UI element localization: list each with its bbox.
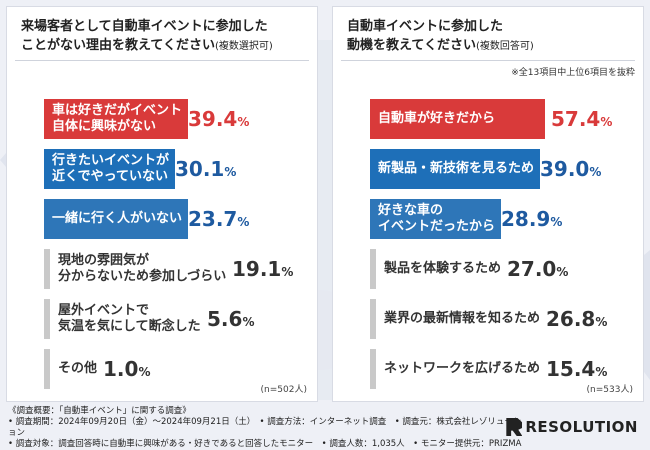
right-note: ※全13項目中上位6項目を抜粋 (511, 68, 635, 78)
footer-line3: • 調査対象：調査回答時に自動車に興味がある・好きであると回答したモニター • … (8, 439, 522, 449)
left-bar-label-5: 屋外イベントで 気温を気にして断念した (58, 303, 201, 334)
left-bar-4: 現地の雰囲気が 分からないため参加しづらい (44, 249, 226, 289)
left-bar-value-1: 39.4% (188, 107, 250, 131)
left-bar-value-5: 5.6% (207, 307, 255, 331)
right-bar-value-2: 39.0% (540, 157, 602, 181)
footer-line1: 《調査概要：「自動車イベント」に関する調査》 (8, 406, 191, 416)
left-bar-value-6: 1.0% (103, 357, 151, 381)
right-bar-value-3: 28.9% (501, 207, 563, 231)
right-bar-5: 業界の最新情報を知るため (370, 299, 540, 339)
left-bar-6: その他 (44, 349, 97, 389)
left-title-line2: ことがない理由を教えてください (21, 38, 215, 53)
left-chart-title: 来場客者として自動車イベントに参加した ことがない理由を教えてください(複数選択… (15, 13, 309, 61)
left-bar-label-4: 現地の雰囲気が 分からないため参加しづらい (58, 253, 227, 284)
survey-footer: 《調査概要：「自動車イベント」に関する調査》 • 調査期間：2024年09月20… (8, 406, 528, 450)
resolution-logo-icon (506, 418, 523, 436)
left-title-line1: 来場客者として自動車イベントに参加した (21, 19, 268, 34)
right-bar-label-1: 自動車が好きだから (378, 111, 496, 126)
left-bar-1: 車は好きだがイベント 自体に興味がない (44, 99, 188, 139)
right-bar-label-3: 好きな車の イベントだったから (378, 203, 496, 234)
left-bar-value-3: 23.7% (188, 207, 250, 231)
right-chart-title: 自動車イベントに参加した 動機を教えてください(複数回答可) (341, 13, 635, 61)
right-bar-2: 新製品・新技術を見るため (370, 149, 540, 189)
left-subtitle: (複数選択可) (214, 41, 273, 52)
right-bar-value-4: 27.0% (507, 257, 569, 281)
right-title-line2: 動機を教えてください (347, 38, 476, 53)
right-bar-label-6: ネットワークを広げるため (384, 361, 541, 376)
left-bar-value-2: 30.1% (175, 157, 237, 181)
left-bar-3: 一緒に行く人がいない (44, 199, 188, 239)
right-subtitle: (複数回答可) (475, 41, 534, 52)
right-bar-label-5: 業界の最新情報を知るため (384, 311, 541, 326)
right-bar-4: 製品を体験するため (370, 249, 501, 289)
footer-line2: • 調査期間：2024年09月20日（金）～2024年09月21日（土） • 調… (8, 417, 522, 438)
logo-text: RESOLUTION (525, 418, 638, 436)
right-bar-3: 好きな車の イベントだったから (370, 199, 501, 239)
left-bar-label-2: 行きたいイベントが 近くでやっていない (52, 153, 170, 184)
right-title-line1: 自動車イベントに参加した (347, 19, 504, 34)
right-n-label: (n=533人) (586, 385, 633, 395)
right-chart-panel: 自動車イベントに参加した 動機を教えてください(複数回答可) ※全13項目中上位… (332, 6, 644, 402)
left-n-label: (n=502人) (260, 385, 307, 395)
right-bar-1: 自動車が好きだから (370, 99, 545, 139)
right-bar-value-5: 26.8% (546, 307, 608, 331)
left-chart-panel: 来場客者として自動車イベントに参加した ことがない理由を教えてください(複数選択… (6, 6, 318, 402)
left-bar-label-1: 車は好きだがイベント 自体に興味がない (52, 103, 183, 134)
left-bar-5: 屋外イベントで 気温を気にして断念した (44, 299, 201, 339)
left-bar-2: 行きたいイベントが 近くでやっていない (44, 149, 175, 189)
left-bar-value-4: 19.1% (232, 257, 294, 281)
left-bar-label-6: その他 (58, 361, 98, 376)
right-bar-value-6: 15.4% (546, 357, 608, 381)
resolution-logo: RESOLUTION (506, 418, 638, 436)
right-bar-label-4: 製品を体験するため (384, 261, 502, 276)
right-bar-6: ネットワークを広げるため (370, 349, 540, 389)
right-bar-label-2: 新製品・新技術を見るため (378, 161, 535, 176)
left-bar-label-3: 一緒に行く人がいない (52, 211, 183, 226)
right-bar-value-1: 57.4% (551, 107, 613, 131)
